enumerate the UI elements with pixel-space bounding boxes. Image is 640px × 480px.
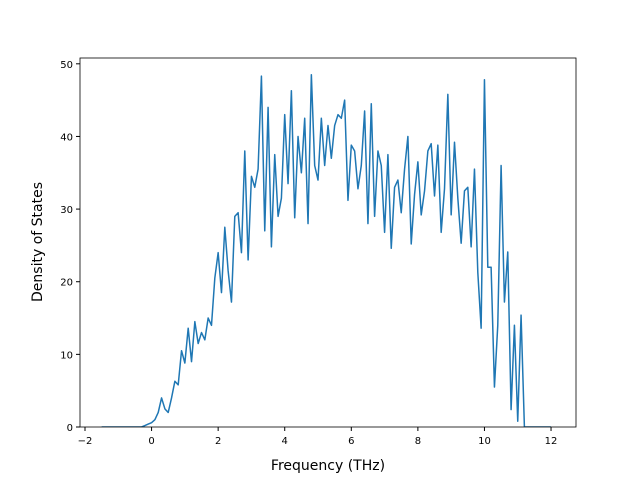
y-tick-label: 50	[60, 60, 73, 71]
y-tick-label: 20	[60, 278, 73, 289]
x-tick-label: 8	[415, 436, 421, 447]
x-tick-label: 2	[215, 436, 221, 447]
y-tick-label: 30	[60, 205, 73, 216]
x-tick-label: 10	[478, 436, 491, 447]
x-tick-label: 12	[545, 436, 558, 447]
y-tick-label: 40	[60, 132, 73, 143]
y-tick-label: 10	[60, 350, 73, 361]
x-axis-label: Frequency (THz)	[271, 458, 385, 474]
x-tick-label: 4	[282, 436, 288, 447]
data-line	[101, 73, 552, 427]
y-axis-label: Density of States	[30, 182, 46, 302]
x-tick-label: 6	[348, 436, 354, 447]
plot-frame	[79, 57, 577, 428]
x-tick-label: −2	[78, 436, 93, 447]
y-tick-label: 0	[67, 423, 73, 434]
x-tick-label: 0	[148, 436, 154, 447]
